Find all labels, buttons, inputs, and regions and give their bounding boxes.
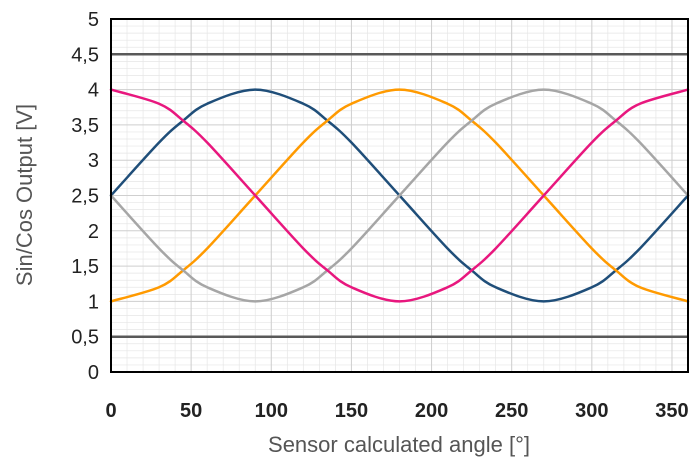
y-tick-label: 0 bbox=[88, 362, 99, 384]
x-tick-label: 250 bbox=[495, 400, 528, 422]
y-tick-label: 2,5 bbox=[71, 186, 99, 208]
y-axis-title: Sin/Cos Output [V] bbox=[12, 104, 37, 286]
y-tick-label: 1 bbox=[88, 291, 99, 313]
x-tick-label: 300 bbox=[575, 400, 608, 422]
reference-lines bbox=[111, 53, 688, 338]
x-tick-label: 50 bbox=[180, 400, 202, 422]
x-tick-label: 200 bbox=[415, 400, 448, 422]
y-tick-label: 5 bbox=[88, 9, 99, 31]
y-tick-label: 1,5 bbox=[71, 256, 99, 278]
x-tick-label: 150 bbox=[335, 400, 368, 422]
x-tick-label: 0 bbox=[105, 400, 116, 422]
series-line-2 bbox=[109, 88, 690, 303]
series-line-4 bbox=[109, 88, 690, 303]
y-tick-label: 3,5 bbox=[71, 115, 99, 137]
x-tick-labels: 0 50 100 150 200 250 300 350 bbox=[105, 400, 688, 422]
y-tick-labels: 0 0,5 1 1,5 2 2,5 3 3,5 4 4,5 5 bbox=[71, 9, 99, 384]
y-tick-label: 4 bbox=[88, 80, 99, 102]
y-tick-label: 4,5 bbox=[71, 44, 99, 66]
x-axis-title: Sensor calculated angle [°] bbox=[268, 432, 530, 457]
series-line-3 bbox=[109, 88, 690, 303]
plot-frame bbox=[110, 18, 689, 373]
x-tick-label: 100 bbox=[255, 400, 288, 422]
y-tick-label: 3 bbox=[88, 150, 99, 172]
x-tick-label: 350 bbox=[655, 400, 688, 422]
y-tick-label: 2 bbox=[88, 221, 99, 243]
series-lines bbox=[109, 88, 690, 303]
y-tick-label: 0,5 bbox=[71, 327, 99, 349]
